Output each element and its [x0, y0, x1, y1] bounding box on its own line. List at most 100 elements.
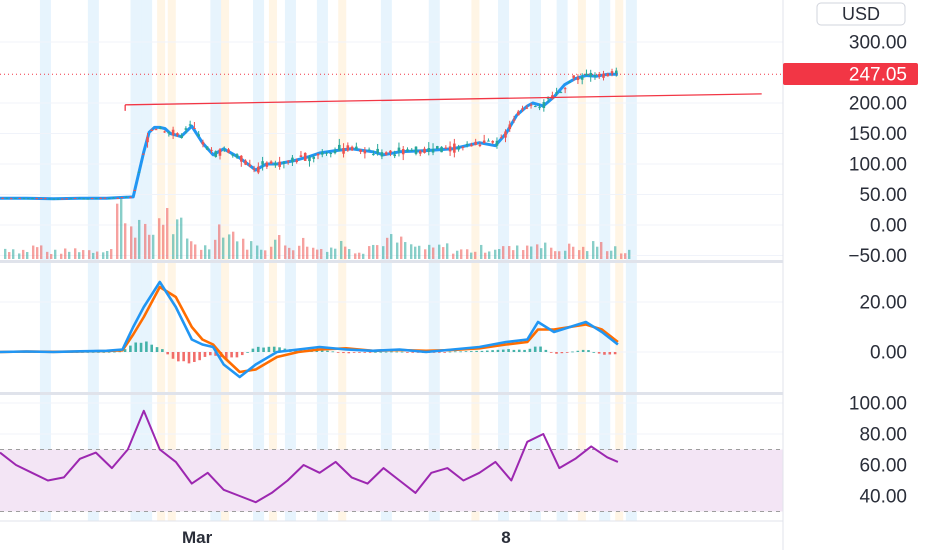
candle-body: [291, 157, 294, 163]
macd-histogram-bar: [576, 350, 580, 352]
candle-body: [269, 161, 273, 164]
pane-separators[interactable]: [0, 260, 783, 395]
candle-body: [1, 197, 4, 199]
volume-bar: [508, 246, 511, 259]
volume-bar: [390, 234, 393, 259]
candle-body: [52, 198, 56, 200]
candle-body: [265, 162, 269, 167]
volume-bar: [8, 252, 11, 259]
volume-bar: [124, 223, 127, 259]
macd-histogram-bar: [560, 352, 564, 354]
macd-histogram-bar: [384, 351, 388, 353]
macd-histogram-bar: [501, 349, 505, 352]
candle-body: [9, 198, 13, 200]
volume-bar: [502, 246, 505, 259]
volume-bar: [624, 253, 627, 259]
macd-histogram-bar: [235, 352, 239, 358]
volume-bar: [232, 231, 235, 259]
volume-bar: [260, 249, 263, 259]
candle-body: [457, 146, 460, 150]
macd-histogram-bar: [517, 349, 521, 352]
volume-bar: [568, 243, 571, 259]
volume-bar: [368, 246, 371, 259]
volume-bar: [400, 236, 403, 259]
candle-body: [308, 156, 311, 162]
volume-bar: [194, 244, 197, 259]
candle-body: [176, 133, 179, 136]
currency-button[interactable]: USD: [816, 2, 906, 26]
macd-histogram-bar: [374, 351, 377, 353]
volume-bar: [628, 249, 631, 259]
candle-body: [504, 131, 507, 138]
pane-separator[interactable]: [0, 392, 783, 395]
volume-bar: [488, 251, 491, 259]
last-price-tag: 247.05: [783, 63, 918, 86]
volume-bar: [208, 249, 211, 259]
candle-body: [355, 146, 358, 150]
macd-histogram-bar: [358, 352, 361, 353]
volume-bar: [316, 249, 319, 259]
volume-bar: [214, 239, 217, 259]
candle-body: [606, 73, 610, 77]
candle-body: [380, 152, 384, 157]
candle-body: [205, 146, 209, 150]
volume-bar: [88, 250, 91, 259]
candle-body: [397, 147, 401, 152]
volume-bar: [18, 253, 21, 259]
macd-histogram-bar: [161, 349, 164, 352]
candle-body: [589, 72, 593, 77]
candle-body: [487, 140, 490, 142]
volume-bar: [466, 249, 469, 259]
candle-body: [73, 197, 77, 199]
currency-label[interactable]: USD: [842, 4, 880, 24]
candle-body: [568, 81, 571, 83]
candle-body: [555, 92, 558, 94]
candle-body: [303, 152, 307, 161]
volume-bar: [330, 247, 333, 259]
y-tick-label: 40.00: [859, 487, 907, 508]
volume-bar: [204, 245, 207, 259]
candle-body: [120, 197, 124, 199]
trendline[interactable]: [125, 93, 762, 106]
candle-body: [350, 146, 354, 151]
volume-bar: [610, 250, 613, 259]
macd-histogram-bar: [400, 351, 404, 353]
y-tick-label: 0.00: [870, 216, 907, 237]
candle-body: [69, 198, 73, 200]
time-scale[interactable]: Mar 8: [182, 528, 511, 547]
volume-bar: [582, 246, 585, 259]
candle-body: [423, 148, 426, 153]
macd-histogram-bar: [443, 352, 446, 353]
volume-bar: [442, 247, 445, 259]
volume-bar: [620, 253, 623, 259]
volume-bar: [354, 253, 357, 259]
macd-histogram-bar: [549, 352, 553, 353]
macd-histogram-bar: [496, 349, 500, 352]
volume-bar: [22, 249, 25, 259]
y-tick-label: 300.00: [849, 33, 907, 54]
volume-bar: [50, 254, 53, 259]
candle-body: [376, 148, 379, 154]
candle-body: [214, 151, 218, 157]
price-scale[interactable]: 300.00 200.00 150.00 100.00 50.00 0.00 −50.00 2…: [848, 33, 907, 508]
volume-bar: [162, 224, 165, 259]
volume-bar: [348, 249, 351, 259]
candle-body: [585, 73, 588, 76]
candle-body: [146, 137, 149, 143]
pane-separator[interactable]: [0, 260, 783, 263]
y-tick-label: 50.00: [859, 185, 907, 206]
candle-body: [482, 140, 486, 143]
volume-bar: [96, 251, 99, 259]
macd-histogram-bar: [507, 349, 510, 352]
candle-body: [295, 160, 298, 163]
candle-body: [210, 149, 213, 151]
volume-bar: [186, 238, 189, 259]
candle-body: [602, 73, 605, 78]
volume-bar: [190, 241, 193, 259]
volume-bar: [452, 253, 455, 259]
currency-button-bg[interactable]: [816, 2, 906, 26]
candle-body: [274, 163, 277, 166]
candle-body: [478, 144, 482, 147]
candle-body: [384, 152, 388, 155]
